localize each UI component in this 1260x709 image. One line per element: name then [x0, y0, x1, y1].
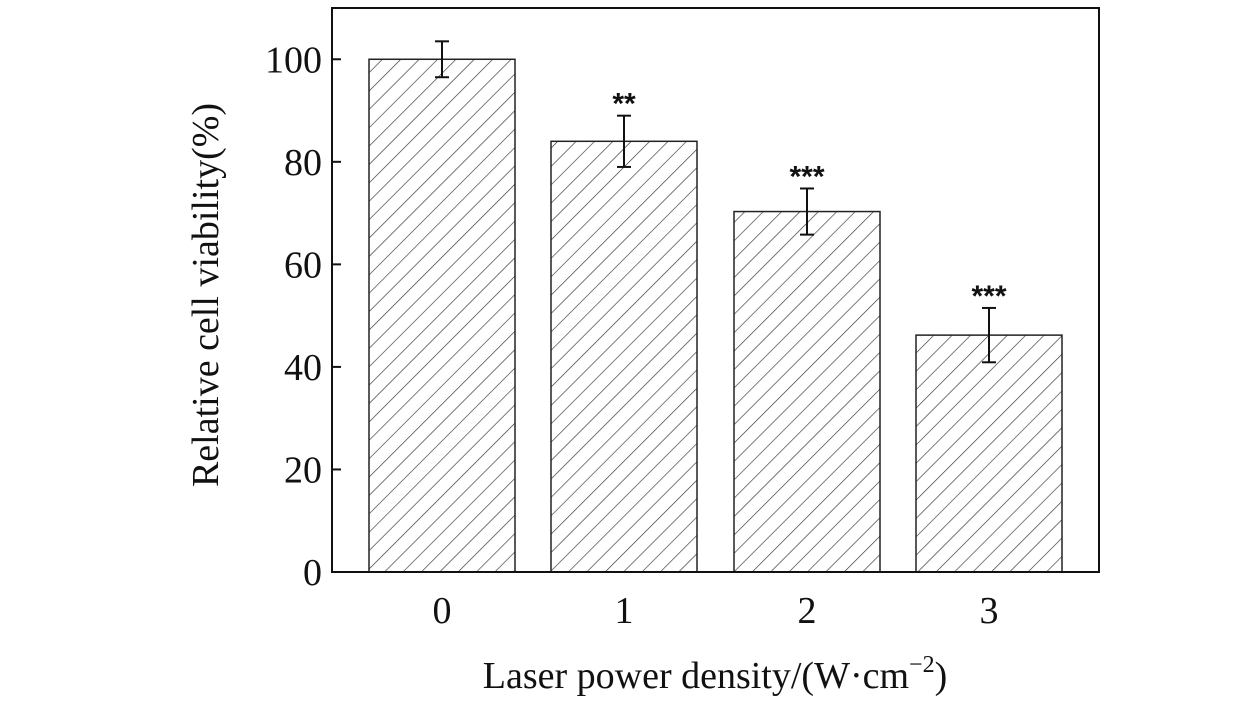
plot-frame: [331, 7, 1100, 573]
x-axis-title-tail: ): [935, 655, 948, 697]
x-tick-label-3: 3: [980, 590, 999, 632]
x-axis-title: Laser power density/(W·cm−2): [483, 652, 947, 697]
error-bar-3: [982, 306, 996, 364]
x-tick-label-1: 1: [615, 590, 634, 632]
y-tick-label-20: 20: [284, 449, 322, 491]
bar-0: [368, 58, 516, 573]
x-axis-title-superscript: −2: [909, 652, 935, 678]
significance-label-3: ***: [971, 280, 1006, 313]
y-tick-label-0: 0: [303, 552, 322, 594]
x-tick-label-2: 2: [798, 590, 817, 632]
bar-3: [915, 334, 1063, 573]
bar-2: [733, 210, 881, 573]
error-bar-0: [435, 40, 449, 79]
y-tick-label-80: 80: [284, 142, 322, 184]
y-tick-label-100: 100: [265, 39, 322, 81]
y-axis-title: Relative cell viability(%): [185, 103, 227, 487]
y-tick-label-40: 40: [284, 347, 322, 389]
x-axis-title-main: Laser power density/(W·cm: [483, 655, 909, 697]
error-bar-1: [617, 114, 631, 168]
bar-1: [550, 140, 698, 573]
y-tick-label-60: 60: [284, 244, 322, 286]
x-tick-label-0: 0: [433, 590, 452, 632]
significance-label-1: **: [612, 88, 636, 121]
error-bar-2: [800, 187, 814, 236]
significance-label-2: ***: [789, 160, 824, 193]
